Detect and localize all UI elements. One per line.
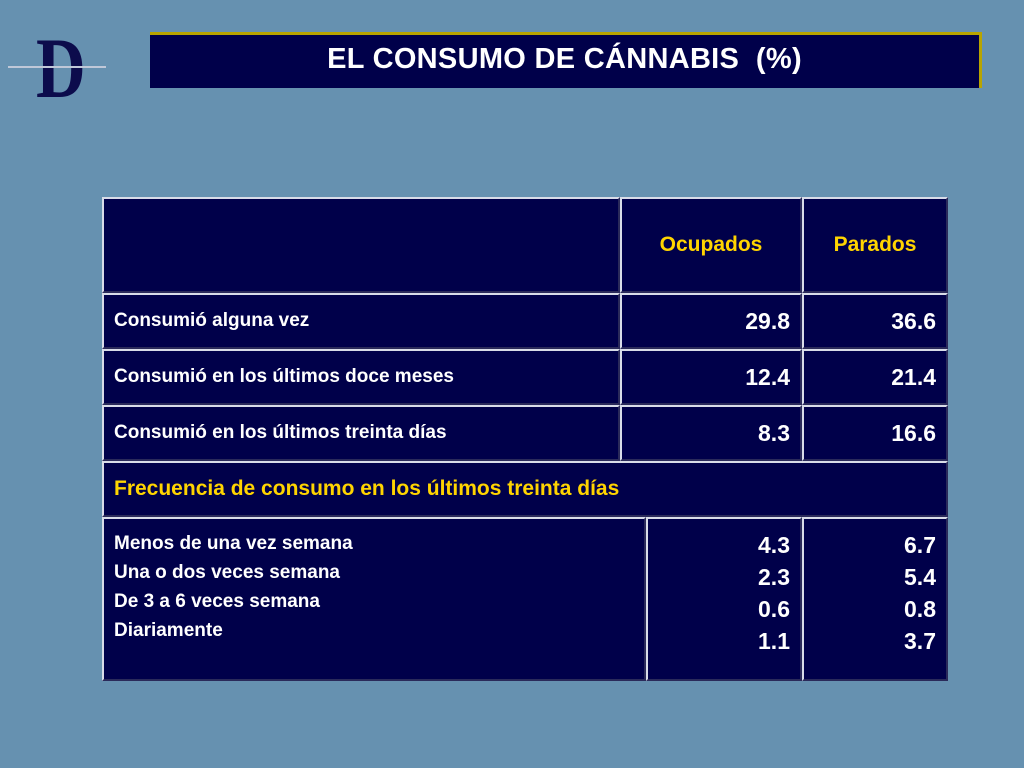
list-value: 3.7	[904, 628, 936, 654]
column-header-ocupados: Ocupados	[620, 197, 802, 293]
list-value: 1.1	[758, 628, 790, 654]
page-title: EL CONSUMO DE CÁNNABIS (%)	[327, 43, 802, 75]
list-value: 5.4	[904, 564, 936, 590]
column-header-parados: Parados	[802, 197, 948, 293]
row-label: Consumió alguna vez	[102, 293, 620, 349]
cell-parados: 36.6	[802, 293, 948, 349]
section-heading: Frecuencia de consumo en los últimos tre…	[102, 461, 948, 517]
logo-rule	[8, 66, 106, 68]
list-value: 6.7	[904, 532, 936, 558]
list-item: Diariamente	[114, 620, 223, 641]
list-value: 2.3	[758, 564, 790, 590]
list-value: 0.6	[758, 596, 790, 622]
frequency-ocupados: 4.3 2.3 0.6 1.1	[646, 517, 802, 681]
list-value: 0.8	[904, 596, 936, 622]
row-label: Consumió en los últimos doce meses	[102, 349, 620, 405]
cell-ocupados: 8.3	[620, 405, 802, 461]
frequency-labels: Menos de una vez semana Una o dos veces …	[102, 517, 646, 681]
cell-ocupados: 12.4	[620, 349, 802, 405]
frequency-parados: 6.7 5.4 0.8 3.7	[802, 517, 948, 681]
cell-ocupados: 29.8	[620, 293, 802, 349]
list-value: 4.3	[758, 532, 790, 558]
cell-parados: 16.6	[802, 405, 948, 461]
list-item: Menos de una vez semana	[114, 533, 353, 554]
row-label: Consumió en los últimos treinta días	[102, 405, 620, 461]
title-banner: EL CONSUMO DE CÁNNABIS (%)	[150, 32, 982, 88]
list-item: Una o dos veces semana	[114, 562, 340, 583]
cell-parados: 21.4	[802, 349, 948, 405]
header-empty-cell	[102, 197, 620, 293]
logo: D	[36, 20, 86, 116]
list-item: De 3 a 6 veces semana	[114, 591, 320, 612]
